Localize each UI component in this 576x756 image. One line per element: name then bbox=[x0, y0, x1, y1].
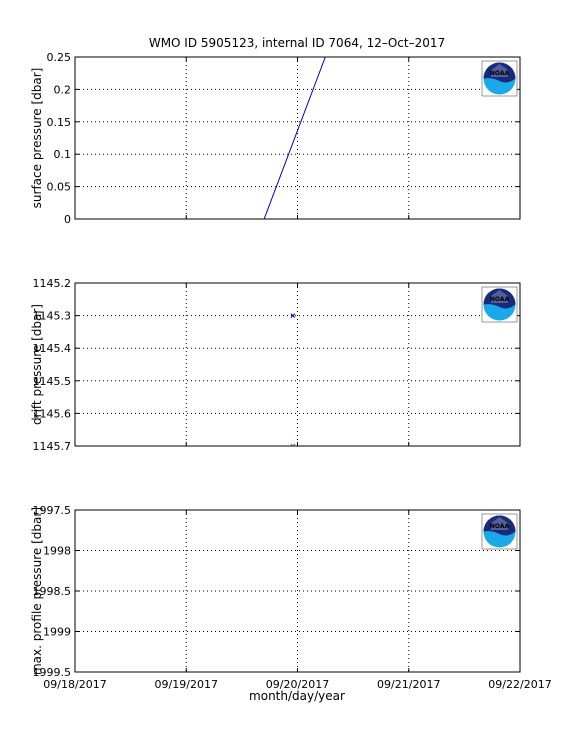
y-tick-label: 1145.2 bbox=[33, 277, 72, 290]
max-profile-pressure-panel: 09/18/2017 09/19/2017 09/20/2017 09/21/2017… bbox=[30, 504, 552, 691]
y-axis-label: surface pressure [dbar] bbox=[30, 68, 44, 209]
y-tick-label: 1998 bbox=[43, 545, 71, 558]
y-axis-label: max. profile pressure [dbar] bbox=[30, 507, 44, 675]
noaa-logo-text: NOAA bbox=[490, 296, 510, 303]
data-point-marker bbox=[290, 443, 296, 446]
y-tick-label: 1145.6 bbox=[33, 407, 72, 420]
surface-pressure-panel: 0.25 0.2 0.15 0.1 0.05 0 surface pressure [dba… bbox=[30, 51, 521, 226]
x-tick-label: 09/20/2017 bbox=[266, 678, 329, 691]
noaa-logo: NOAA bbox=[481, 60, 518, 97]
x-tick-label: 09/21/2017 bbox=[377, 678, 440, 691]
y-axis-label: drift pressure [dbar] bbox=[30, 304, 44, 425]
y-tick-label: 1999.5 bbox=[33, 666, 72, 679]
plot-area bbox=[74, 282, 521, 447]
y-tick-label: 1145.7 bbox=[33, 440, 72, 453]
y-tick-label: 1145.5 bbox=[33, 375, 72, 388]
data-point-marker bbox=[290, 313, 296, 318]
x-tick-label: 09/18/2017 bbox=[43, 678, 106, 691]
y-tick-label: 1997.5 bbox=[33, 504, 72, 517]
y-tick-label: 0.25 bbox=[47, 51, 72, 64]
y-tick-label: 1145.3 bbox=[33, 310, 72, 323]
x-tick-label: 09/19/2017 bbox=[155, 678, 218, 691]
drift-pressure-panel: 1145.2 1145.3 1145.4 1145.5 1145.6 1145.7 drif… bbox=[30, 277, 521, 453]
x-axis-label: month/day/year bbox=[249, 689, 345, 703]
y-tick-label: 0 bbox=[64, 213, 71, 226]
y-tick-label: 1998.5 bbox=[33, 585, 72, 598]
y-tick-label: 0.05 bbox=[47, 181, 72, 194]
noaa-logo-text: NOAA bbox=[490, 523, 510, 530]
noaa-logo: NOAA bbox=[481, 513, 518, 550]
chart-title: WMO ID 5905123, internal ID 7064, 12–Oct… bbox=[149, 36, 445, 50]
series-line bbox=[263, 57, 326, 219]
series-group bbox=[263, 57, 326, 219]
noaa-logo: NOAA bbox=[481, 286, 518, 323]
y-tick-label: 1999 bbox=[43, 626, 71, 639]
y-tick-label: 1145.4 bbox=[33, 342, 72, 355]
y-tick-label: 0.15 bbox=[47, 116, 72, 129]
x-tick-label: 09/22/2017 bbox=[488, 678, 551, 691]
y-tick-label: 0.2 bbox=[54, 83, 72, 96]
series-group bbox=[290, 313, 296, 446]
noaa-logo-text: NOAA bbox=[490, 70, 510, 77]
y-tick-label: 0.1 bbox=[54, 148, 72, 161]
